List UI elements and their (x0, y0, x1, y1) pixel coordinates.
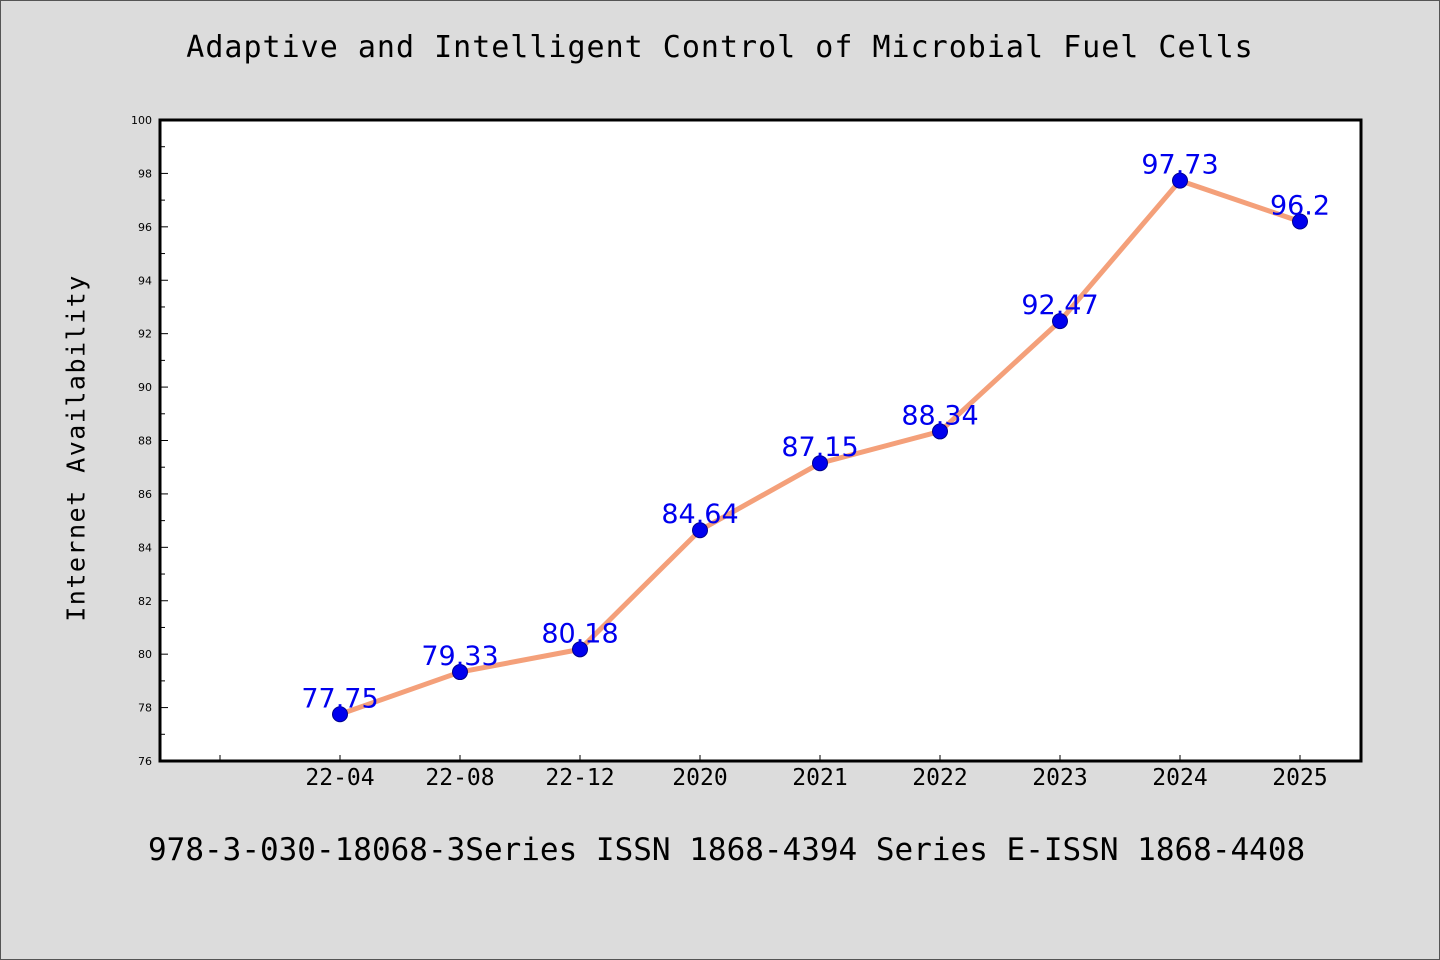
x-tick-label: 22-04 (305, 765, 374, 791)
data-label: 87.15 (781, 432, 858, 463)
data-point (572, 641, 588, 658)
footer-isbn-text: 978-3-030-18068-3Series ISSN 1868-4394 S… (148, 832, 1306, 868)
y-tick-label: 86 (138, 488, 152, 501)
y-tick-label: 94 (138, 274, 152, 287)
data-point (452, 664, 468, 681)
plot-border (158, 118, 1363, 763)
data-label: 77.75 (301, 683, 378, 714)
data-label: 96.2 (1270, 190, 1330, 221)
x-tick-label: 2024 (1152, 765, 1207, 791)
data-point (932, 423, 948, 440)
data-label: 84.64 (661, 499, 738, 530)
y-tick-label: 80 (138, 648, 152, 661)
data-point (812, 455, 828, 472)
plot-area (160, 120, 1361, 761)
x-tick-label: 2021 (792, 765, 847, 791)
y-tick-label: 100 (131, 114, 152, 127)
chart-title: Adaptive and Intelligent Control of Micr… (186, 30, 1254, 65)
y-tick-label: 98 (138, 167, 152, 180)
y-tick-label: 84 (138, 541, 152, 554)
data-point (332, 706, 348, 723)
x-tick-label: 22-08 (425, 765, 494, 791)
data-point (1052, 313, 1068, 330)
y-tick-label: 90 (138, 381, 152, 394)
data-label: 88.34 (901, 400, 978, 431)
x-tick-label: 2023 (1032, 765, 1087, 791)
y-tick-label: 92 (138, 328, 152, 341)
y-tick-label: 96 (138, 221, 152, 234)
data-label: 80.18 (541, 618, 618, 649)
data-point (1172, 172, 1188, 189)
data-label: 79.33 (421, 641, 498, 672)
x-tick-label: 2025 (1272, 765, 1327, 791)
y-tick-label: 78 (138, 702, 152, 715)
y-tick-label: 82 (138, 595, 152, 608)
data-point (692, 522, 708, 539)
data-label: 97.73 (1141, 150, 1218, 181)
x-tick-label: 22-12 (545, 765, 614, 791)
x-tick-label: 2022 (912, 765, 967, 791)
data-point (1292, 213, 1308, 230)
data-label: 92.47 (1021, 290, 1098, 321)
y-tick-label: 88 (138, 435, 152, 448)
x-tick-label: 2020 (672, 765, 727, 791)
y-tick-label: 76 (138, 755, 152, 768)
